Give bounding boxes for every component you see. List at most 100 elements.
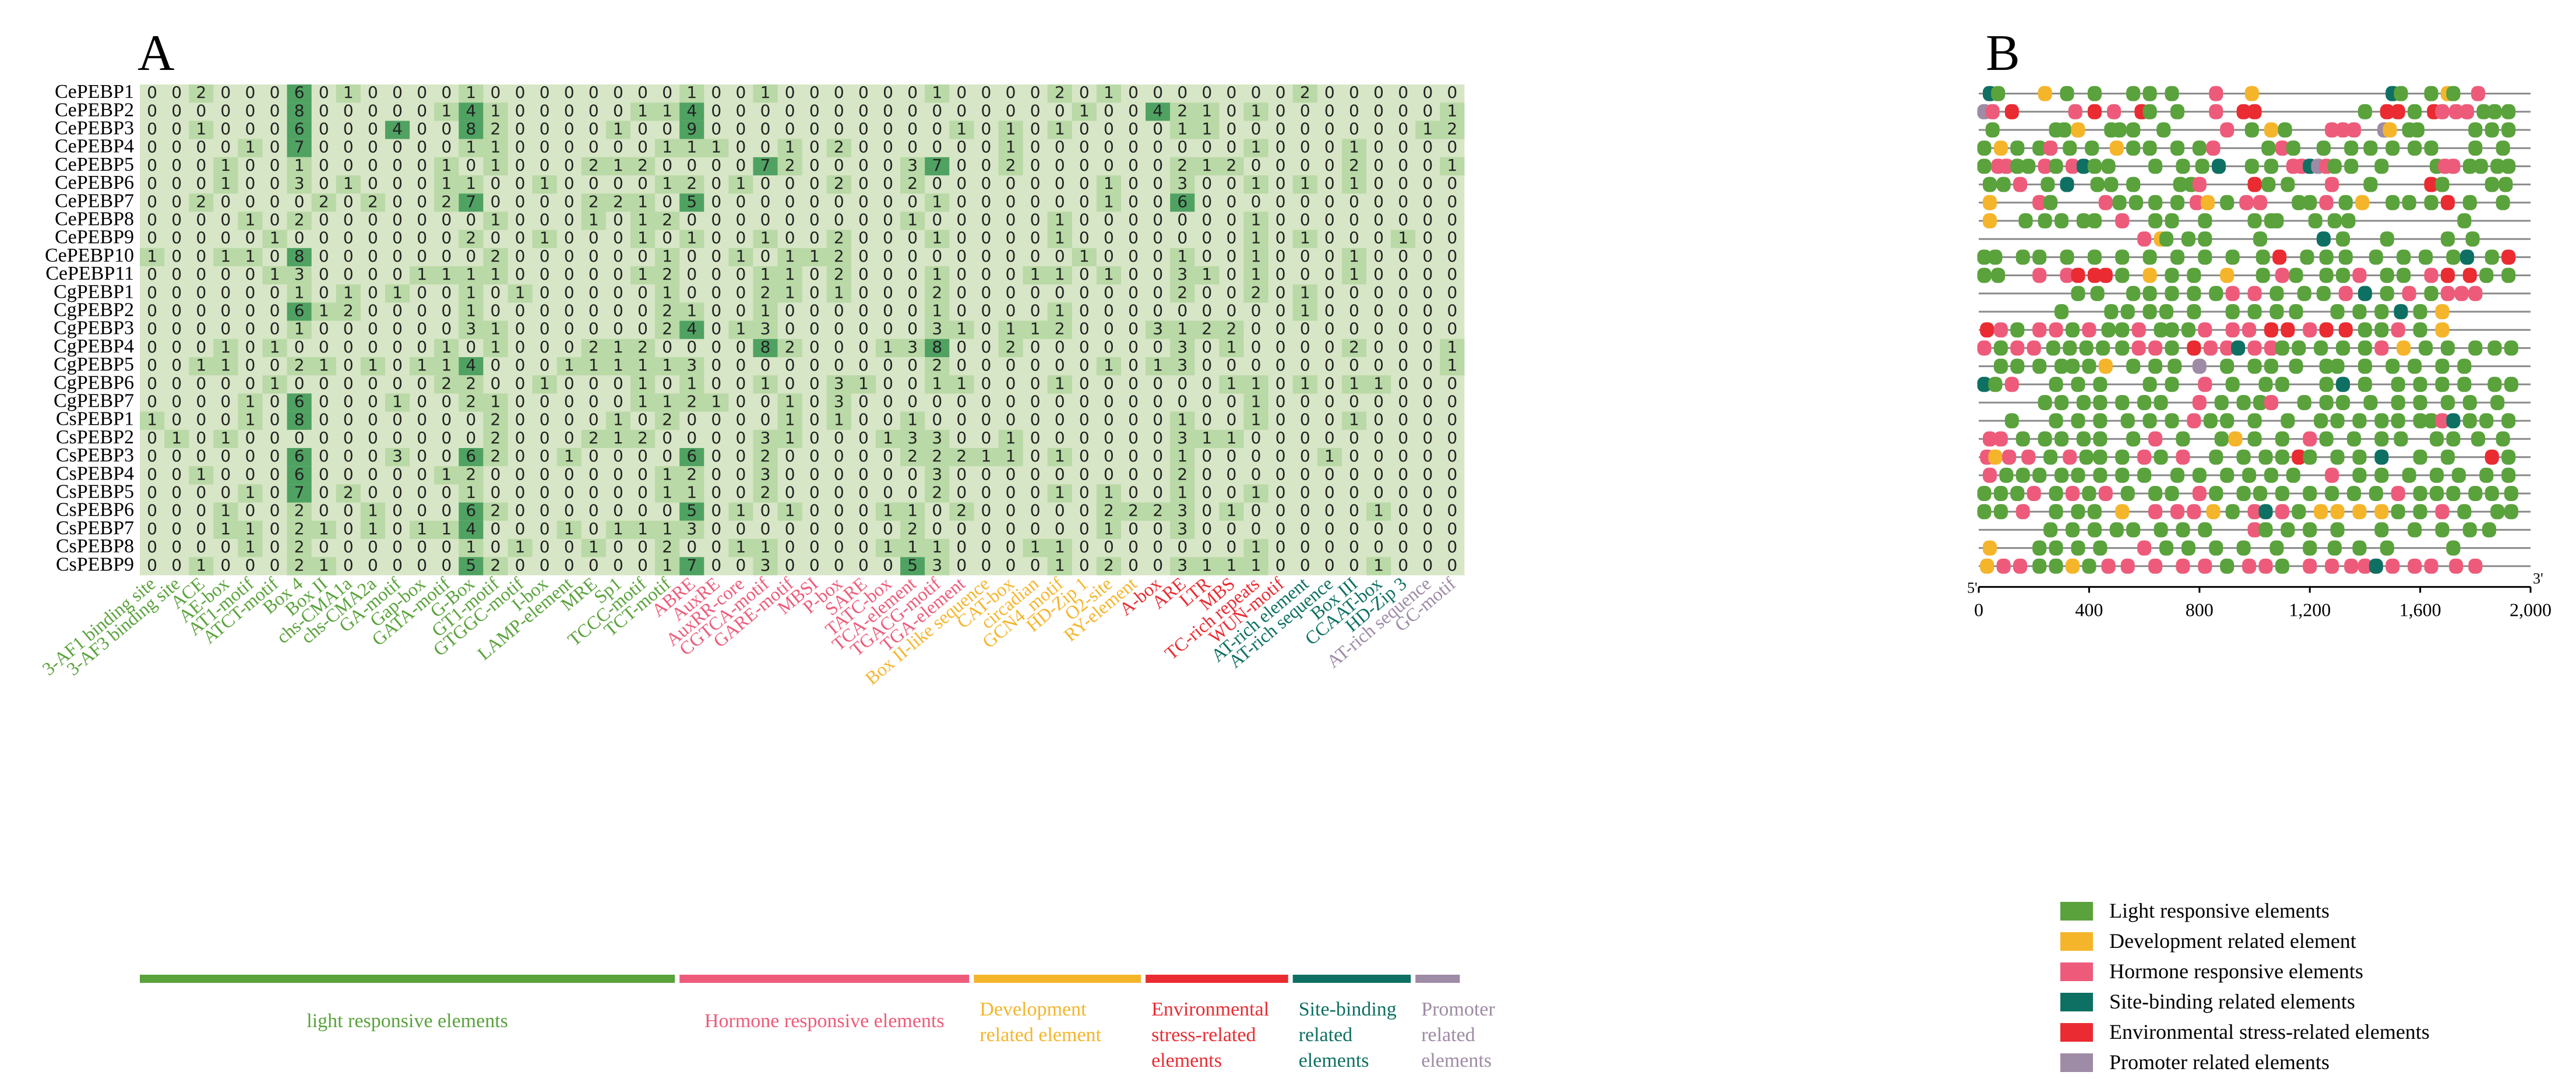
heatmap-cell-value: 0 [368, 446, 378, 466]
heatmap-cell-value: 0 [809, 537, 820, 556]
heatmap-cell [679, 84, 704, 103]
heatmap-cell [410, 520, 435, 539]
cis-element-mark [2338, 249, 2353, 265]
cis-element-mark [2253, 395, 2267, 410]
heatmap-cell-value: 2 [1055, 83, 1065, 102]
cis-element-mark [2170, 249, 2184, 265]
heatmap-cell-value: 0 [1079, 119, 1090, 138]
heatmap-cell-value: 0 [907, 137, 918, 157]
heatmap-cell-value: 0 [785, 301, 795, 320]
heatmap-cell-value: 2 [294, 537, 305, 556]
heatmap-cell [998, 157, 1023, 175]
heatmap-cell-value: 0 [1055, 337, 1065, 357]
heatmap-cell-value: 0 [491, 192, 501, 211]
heatmap-cell [287, 520, 312, 539]
heatmap-cell-value: 7 [294, 482, 305, 502]
cis-element-mark [2397, 267, 2411, 283]
heatmap-cell-value: 1 [540, 373, 550, 393]
heatmap-cell-value: 0 [1324, 464, 1335, 484]
heatmap-cell-value: 3 [1177, 428, 1187, 447]
heatmap-cell-value: 1 [1006, 428, 1016, 447]
cis-element-mark [2352, 467, 2367, 483]
cis-element-mark [2115, 267, 2130, 283]
heatmap-cell-value: 0 [368, 392, 378, 411]
cis-element-mark [2374, 158, 2389, 174]
heatmap-cell [679, 357, 704, 376]
heatmap-cell-value: 0 [785, 537, 795, 556]
heatmap-cell-value: 1 [466, 482, 476, 502]
heatmap-cell-value: 0 [1079, 482, 1090, 502]
cis-element-mark [2275, 449, 2289, 465]
heatmap-cell-value: 0 [270, 410, 280, 429]
heatmap-cell-value: 0 [1398, 464, 1408, 484]
cis-element-mark [2032, 322, 2047, 338]
heatmap-cell-value: 0 [1153, 156, 1163, 175]
heatmap-cell-value: 0 [1349, 519, 1359, 538]
cis-element-mark [2402, 467, 2416, 483]
cis-element-mark [1993, 431, 2008, 447]
cis-element-mark [2352, 413, 2367, 429]
legend-swatch [2060, 962, 2093, 981]
cis-element-mark [2319, 376, 2334, 392]
cis-element-mark [2303, 322, 2317, 338]
heatmap-cell [655, 484, 680, 503]
cis-element-mark [1977, 140, 1992, 156]
heatmap-cell-value: 7 [686, 555, 697, 574]
cis-element-mark [2126, 86, 2141, 101]
cis-element-mark [2209, 86, 2223, 101]
heatmap-cell-value: 0 [220, 410, 231, 429]
heatmap-cell [1243, 248, 1268, 266]
heatmap-cell-value: 1 [932, 228, 942, 248]
heatmap-cell-value: 0 [171, 101, 182, 120]
heatmap-cell-value: 0 [147, 482, 157, 502]
heatmap-cell-value: 1 [294, 156, 305, 175]
heatmap-cell-value: 0 [809, 555, 820, 574]
heatmap-cell-value: 0 [245, 192, 256, 211]
heatmap-cell [925, 84, 950, 103]
heatmap-cell-value: 0 [956, 83, 967, 102]
heatmap-cell-value: 1 [1251, 174, 1261, 193]
heatmap-cell-value: 0 [1398, 265, 1408, 284]
heatmap-cell-value: 0 [270, 156, 280, 175]
heatmap-cell-value: 1 [662, 283, 672, 302]
heatmap-cell-value: 1 [417, 265, 427, 284]
cis-element-mark [2430, 467, 2444, 483]
heatmap-cell [459, 84, 484, 103]
heatmap-cell-value: 0 [368, 428, 378, 447]
heatmap-cell-value: 0 [662, 446, 672, 466]
heatmap-cell-value: 0 [441, 83, 452, 102]
heatmap-cell [1243, 211, 1268, 230]
heatmap-cell-value: 0 [1177, 392, 1187, 411]
row-label: CgPEBP5 [54, 354, 134, 375]
cis-element-mark [2065, 322, 2080, 338]
heatmap-cell-value: 1 [1251, 392, 1261, 411]
heatmap-cell-value: 0 [736, 119, 746, 138]
heatmap-cell-value: 1 [343, 283, 354, 302]
heatmap-cell-value: 0 [1324, 392, 1335, 411]
group-label-line: elements [1151, 1050, 1222, 1071]
heatmap-cell-value: 0 [1201, 482, 1212, 502]
heatmap-cell [753, 266, 778, 285]
heatmap-cell-value: 0 [1349, 464, 1359, 484]
heatmap-cell-value: 2 [834, 228, 844, 248]
cis-element-mark [2256, 267, 2270, 283]
heatmap-cell-value: 5 [686, 501, 697, 520]
cis-element-mark [2374, 413, 2389, 429]
heatmap-cell [459, 357, 484, 376]
heatmap-cell-value: 0 [1153, 519, 1163, 538]
heatmap-cell-value: 0 [466, 156, 476, 175]
heatmap-cell-value: 0 [1447, 301, 1457, 320]
heatmap-cell-value: 0 [1006, 210, 1016, 229]
cis-element-mark [2487, 340, 2502, 356]
heatmap-cell-value: 1 [245, 537, 256, 556]
cis-element-mark [2148, 340, 2163, 356]
heatmap-cell-value: 0 [1006, 392, 1016, 411]
cis-element-mark [2303, 522, 2317, 538]
heatmap-cell-value: 0 [1227, 83, 1237, 102]
heatmap-cell-value: 1 [1373, 373, 1384, 393]
heatmap-cell-value: 3 [932, 428, 942, 447]
heatmap-cell [1243, 284, 1268, 303]
heatmap-cell-value: 0 [1398, 174, 1408, 193]
heatmap-cell [213, 502, 238, 521]
heatmap-cell-value: 0 [956, 519, 967, 538]
